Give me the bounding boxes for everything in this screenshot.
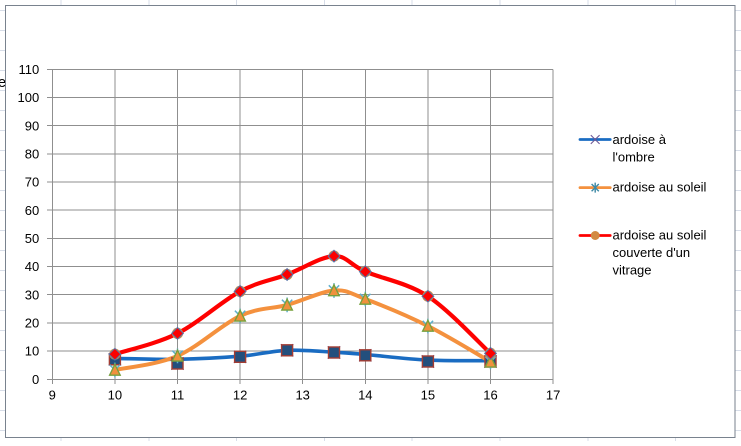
svg-text:90: 90 (25, 118, 39, 133)
svg-text:16: 16 (483, 388, 497, 403)
svg-text:ardoise au soleil: ardoise au soleil (613, 228, 707, 243)
svg-text:ardoise au soleil: ardoise au soleil (613, 180, 707, 195)
svg-text:15: 15 (421, 388, 435, 403)
svg-text:10: 10 (25, 344, 39, 359)
svg-text:12: 12 (233, 388, 247, 403)
svg-text:40: 40 (25, 259, 39, 274)
svg-text:70: 70 (25, 175, 39, 190)
svg-text:9: 9 (49, 388, 56, 403)
svg-text:60: 60 (25, 203, 39, 218)
svg-text:110: 110 (18, 62, 39, 77)
svg-text:100: 100 (17, 90, 39, 105)
svg-text:11: 11 (171, 388, 185, 403)
svg-text:17: 17 (546, 388, 560, 403)
svg-text:0: 0 (32, 372, 39, 387)
svg-text:30: 30 (25, 287, 39, 302)
svg-text:couverte d'un: couverte d'un (613, 245, 691, 260)
svg-text:ardoise à: ardoise à (613, 132, 667, 147)
svg-text:13: 13 (295, 388, 309, 403)
svg-text:50: 50 (25, 231, 39, 246)
svg-text:vitrage: vitrage (613, 263, 652, 278)
svg-text:80: 80 (25, 146, 39, 161)
svg-text:10: 10 (108, 388, 122, 403)
svg-text:20: 20 (25, 316, 39, 331)
svg-text:l'ombre: l'ombre (613, 150, 655, 165)
svg-text:e: e (0, 75, 6, 91)
svg-text:14: 14 (358, 388, 372, 403)
